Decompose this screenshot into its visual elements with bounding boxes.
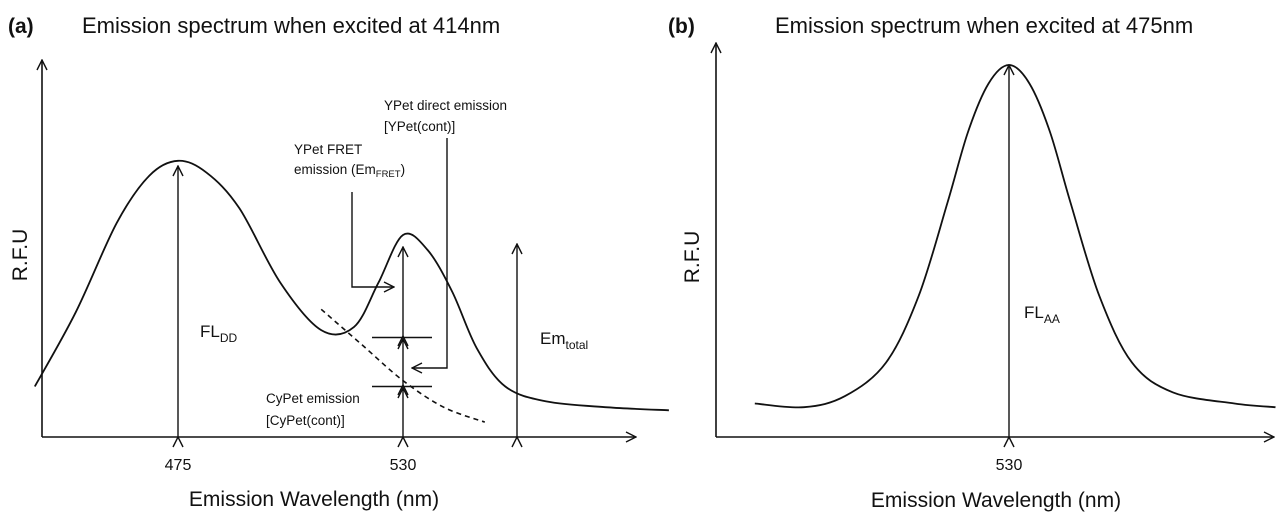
panel-a-ypet-direct-label-line2: [YPet(cont)] [384, 119, 455, 134]
panel-a-cypet-label-line1: CyPet emission [266, 391, 360, 406]
panel-a-x-label: Emission Wavelength (nm) [189, 488, 439, 511]
panel-a-cypet-label-line2: [CyPet(cont)] [266, 413, 345, 428]
panel-b: (b) Emission spectrum when excited at 47… [668, 13, 1276, 512]
panel-b-x-label: Emission Wavelength (nm) [871, 489, 1121, 512]
panel-b-label: (b) [668, 15, 695, 38]
panel-b-y-label: R.F.U [681, 231, 704, 284]
panel-a-x-tick-530: 530 [390, 457, 417, 474]
panel-a-x-tick-475: 475 [165, 457, 192, 474]
panel-a-ypet-direct-leader [412, 138, 448, 368]
panel-a-title: Emission spectrum when excited at 414nm [82, 13, 500, 38]
panel-a-ypet-direct-label-line1: YPet direct emission [384, 98, 507, 113]
panel-a: (a) Emission spectrum when excited at 41… [8, 13, 669, 511]
panel-a-label: (a) [8, 15, 34, 38]
panel-b-emission-curve [754, 64, 1276, 409]
panel-b-title: Emission spectrum when excited at 475nm [775, 13, 1193, 38]
panel-b-fl-aa-label: FLAA [1024, 303, 1060, 326]
panel-a-ypet-fret-label-line2: emission (EmFRET) [294, 162, 405, 180]
panel-a-ypet-fret-label-line1: YPet FRET [294, 142, 362, 157]
panel-a-y-label: R.F.U [9, 229, 32, 282]
panel-a-emission-curve [34, 159, 669, 412]
panel-a-fl-dd-label: FLDD [200, 322, 238, 345]
panel-a-em-total-label: Emtotal [540, 329, 588, 352]
panel-b-x-tick-530: 530 [996, 457, 1023, 474]
panel-a-ypet-fret-leader [351, 192, 394, 287]
